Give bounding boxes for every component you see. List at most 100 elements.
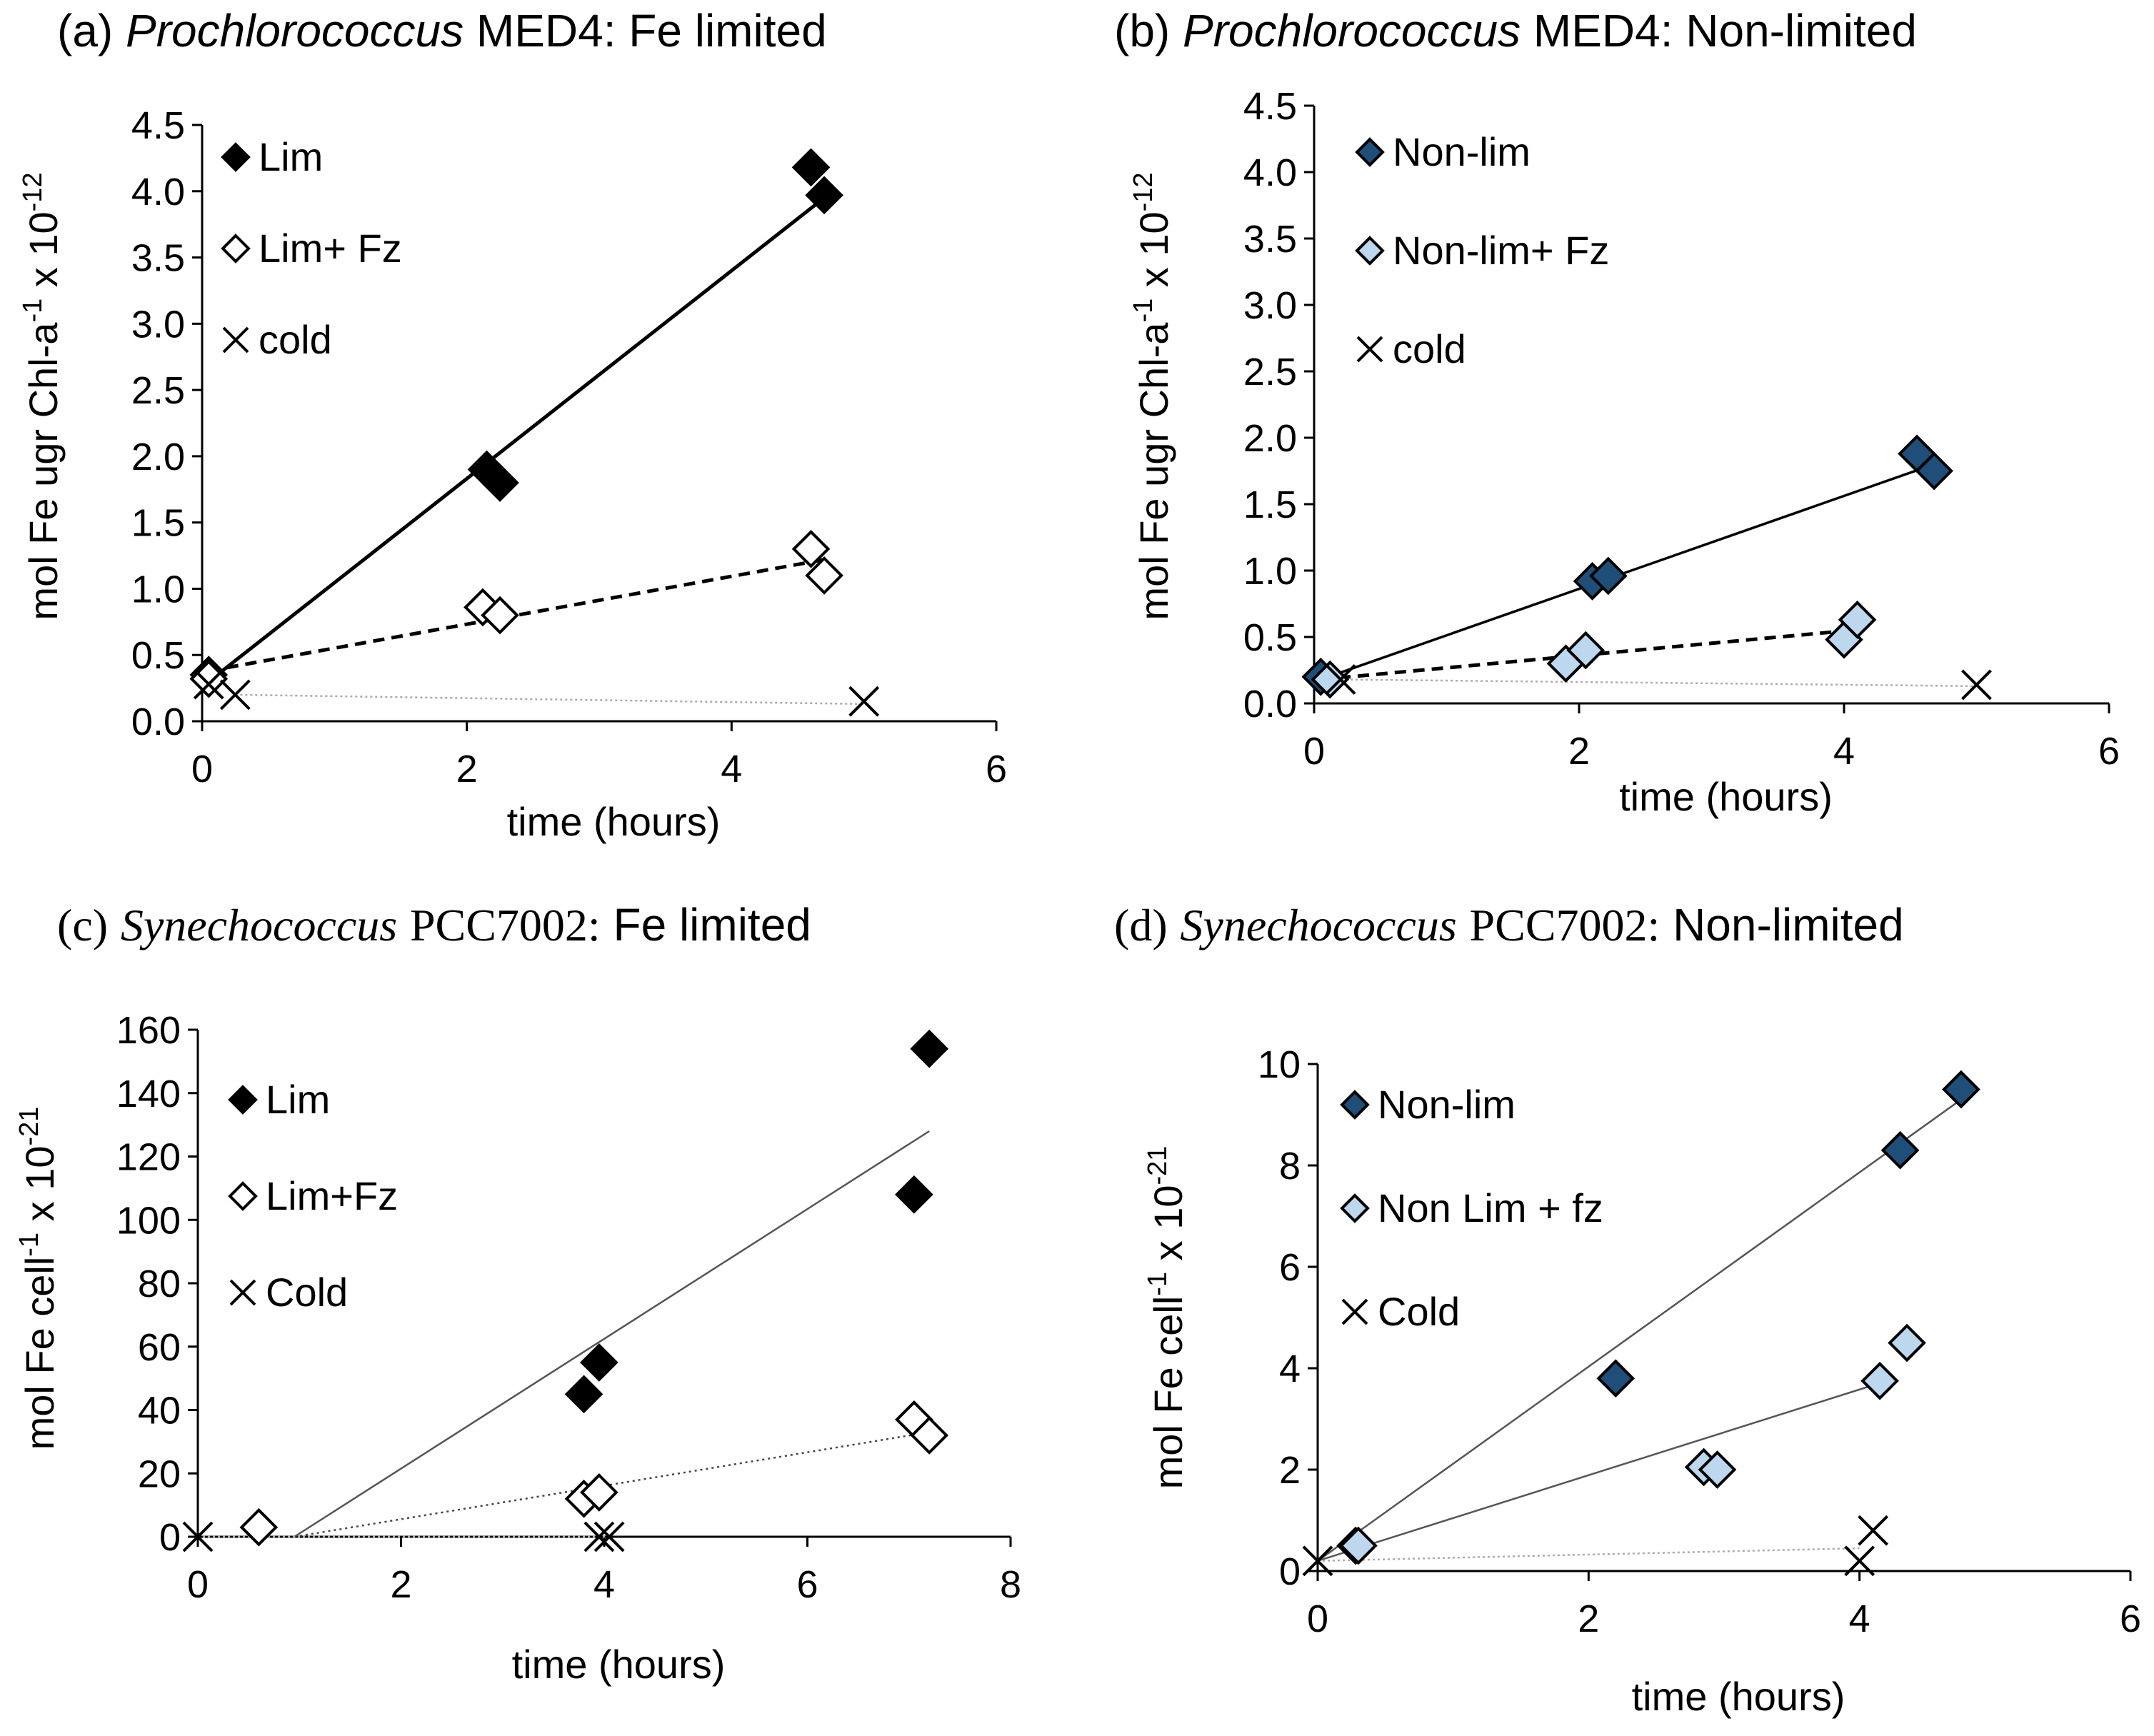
legend-label: Non-lim	[1393, 129, 1531, 174]
trendline-non-lim	[1317, 1098, 1962, 1562]
panel-b: (b) Prochlorococcus MED4: Non-limited 0.0…	[1114, 5, 2120, 819]
data-point	[1942, 1070, 1980, 1109]
legend-item: cold	[1356, 326, 1466, 371]
series-cold	[182, 1521, 625, 1552]
legend-label: Lim	[266, 1077, 330, 1122]
y-axis-label: mol Fe cell-1 x 10-21	[1143, 1146, 1191, 1490]
series-cold	[193, 668, 880, 717]
data-point	[193, 668, 224, 700]
x-axis-label: time (hours)	[1619, 774, 1833, 819]
y-tick-label: 2.0	[1243, 417, 1297, 460]
trendline-non-lim-fz	[1317, 1380, 1887, 1562]
data-point	[1311, 660, 1350, 699]
data-point	[481, 463, 519, 502]
legend-item: Non-lim	[1355, 129, 1531, 174]
y-tick-label: 100	[116, 1199, 181, 1242]
data-point	[580, 1343, 618, 1382]
y-tick-label: 20	[138, 1452, 181, 1495]
legend: Non-lim Non Lim + fz Cold	[1340, 1082, 1603, 1334]
panel-c: (c) Synechococcus PCC7002: Fe limited 0 20…	[14, 899, 1021, 1687]
y-tick-label: 2.5	[131, 369, 185, 412]
series-non-lim-fz	[1339, 1323, 1926, 1565]
data-point	[848, 686, 880, 717]
legend: Lim Lim+ Fz cold	[221, 134, 402, 362]
data-point	[1596, 1359, 1635, 1398]
legend-item: Lim+ Fz	[221, 226, 402, 271]
x-tick-label: 2	[456, 748, 478, 791]
data-point	[1844, 1545, 1875, 1577]
x-tick-label: 0	[191, 748, 213, 791]
x-axis-label: time (hours)	[512, 1642, 726, 1687]
x-marker-stroke	[193, 668, 224, 700]
y-tick-label: 2.0	[131, 436, 185, 478]
x-tick-label: 6	[2098, 730, 2120, 773]
data-point	[1860, 1361, 1899, 1400]
data-point	[805, 556, 843, 595]
x-tick-label: 4	[1833, 730, 1855, 773]
panel-d: (d) Synechococcus PCC7002: Non-limited 0 2…	[1114, 899, 2141, 1719]
legend-marker	[1355, 236, 1385, 266]
x-marker-stroke	[583, 1521, 615, 1552]
y-tick-label: 160	[116, 1009, 181, 1052]
y-tick-label: 60	[138, 1326, 181, 1369]
x-axis-label: time (hours)	[1632, 1674, 1845, 1719]
trendline-lim-fz	[294, 1431, 930, 1538]
x-marker-stroke	[1961, 669, 1992, 701]
data-point	[1698, 1450, 1737, 1489]
x-tick-label: 6	[986, 748, 1007, 791]
legend: Non-lim Non-lim+ Fz cold	[1355, 129, 1609, 371]
x-tick-label: 0	[187, 1563, 209, 1606]
y-tick-label: 0.0	[131, 701, 185, 743]
legend-item: Non-lim+ Fz	[1355, 228, 1609, 273]
x-marker-stroke	[1302, 1545, 1333, 1577]
series-cold	[1302, 1515, 1889, 1577]
x-tick-label: 2	[390, 1563, 411, 1606]
data-point	[895, 1175, 933, 1214]
legend-item: Cold	[229, 1270, 348, 1315]
y-axis-label: mol Fe ugr Chl-a-1 x 10-12	[1128, 172, 1176, 620]
legend-label: Non-lim+ Fz	[1393, 228, 1609, 273]
data-point	[481, 596, 519, 635]
legend-marker	[1340, 1193, 1370, 1223]
y-tick-label: 3.0	[1243, 284, 1297, 327]
legend-item: Lim+Fz	[228, 1173, 398, 1218]
data-point	[1961, 669, 1992, 701]
x-marker-stroke	[1844, 1545, 1875, 1577]
panel-a: (a) Prochlorococcus MED4: Fe limited0.00…	[18, 5, 1007, 844]
x-tick-label: 4	[593, 1563, 615, 1606]
legend-label: Non Lim + fz	[1378, 1185, 1603, 1230]
y-tick-label: 8	[1279, 1145, 1301, 1188]
x-tick-label: 4	[1849, 1597, 1870, 1640]
y-tick-label: 3.0	[131, 303, 185, 346]
series-non-lim	[1301, 434, 1953, 696]
x-marker-stroke	[219, 679, 251, 711]
panel-title: (c) Synechococcus PCC7002: Fe limited	[57, 899, 811, 950]
x-marker-stroke	[182, 1521, 214, 1552]
data-point	[593, 1521, 625, 1552]
y-tick-label: 40	[138, 1390, 181, 1433]
y-tick-label: 0.5	[1243, 616, 1297, 659]
data-point	[564, 1375, 603, 1414]
series-lim-fz	[189, 529, 843, 698]
data-point	[219, 679, 251, 711]
y-tick-label: 4.0	[1243, 151, 1297, 194]
legend-marker	[228, 1181, 258, 1211]
y-tick-label: 140	[116, 1073, 181, 1115]
x-marker-stroke	[848, 686, 880, 717]
legend-label: Cold	[1378, 1289, 1460, 1334]
x-marker-stroke	[1325, 664, 1356, 695]
legend-marker	[1341, 1298, 1368, 1325]
legend-item: Non Lim + fz	[1340, 1185, 1603, 1230]
y-tick-label: 4.5	[1243, 85, 1297, 128]
data-point	[182, 1521, 214, 1552]
series-lim	[189, 148, 843, 694]
panel-title: (d) Synechococcus PCC7002: Non-limited	[1114, 899, 1904, 950]
legend-marker	[1355, 137, 1385, 167]
x-tick-label: 6	[796, 1563, 818, 1606]
panel-title: (b) Prochlorococcus MED4: Non-limited	[1114, 5, 1917, 56]
trendline-cold	[235, 693, 864, 706]
y-tick-label: 0	[1279, 1550, 1301, 1593]
x-tick-label: 4	[721, 748, 742, 791]
legend-marker	[1356, 336, 1383, 363]
legend-marker	[221, 142, 251, 172]
